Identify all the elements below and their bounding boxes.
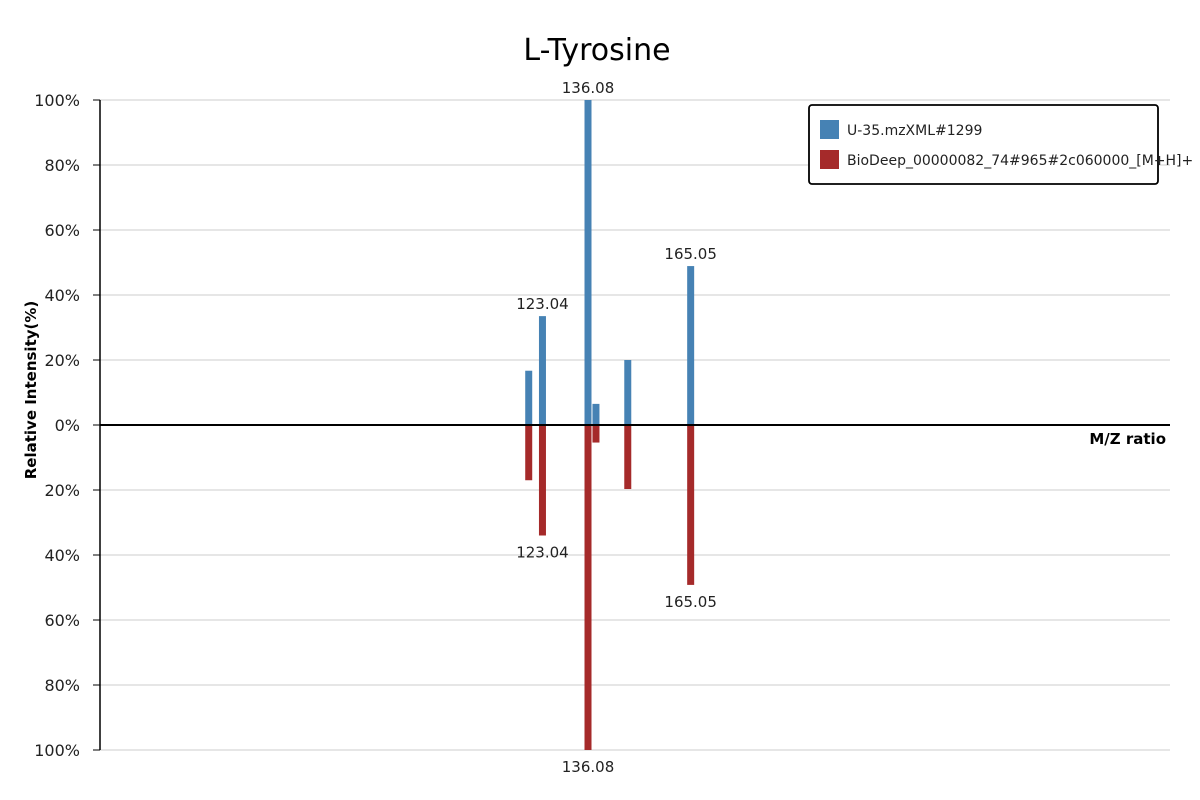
- query-peak-bar: [525, 370, 533, 425]
- query-peak-bar: [624, 360, 632, 425]
- reference-peak-bar: [584, 425, 592, 750]
- query-peak-label: 123.04: [516, 295, 569, 313]
- query-peak-bar: [592, 403, 600, 425]
- query-peak-bar: [687, 266, 695, 425]
- spectrum-bars: [525, 100, 695, 750]
- legend-entry-reference: BioDeep_00000082_74#965#2c060000_[M+H]+: [847, 153, 1193, 169]
- reference-peak-bar: [592, 425, 600, 443]
- y-axis-label: Relative Intensity(%): [22, 301, 40, 480]
- grid-lines: [100, 99, 1170, 751]
- query-peak-label: 136.08: [562, 79, 615, 97]
- y-tick-label: 0%: [55, 416, 80, 435]
- legend-box: [808, 104, 1159, 185]
- reference-peak-bar: [687, 425, 695, 585]
- y-tick-label: 60%: [44, 611, 80, 630]
- y-axis-ticks: 100% 80% 60% 40% 20% 0% 20% 40% 60% 80% 100%: [34, 91, 100, 760]
- legend-swatch-query: [820, 120, 839, 139]
- y-tick-label: 40%: [44, 546, 80, 565]
- reference-peak-bar: [525, 425, 533, 481]
- query-peak-bar: [584, 100, 592, 425]
- query-peak-label: 165.05: [664, 245, 717, 263]
- y-tick-label: 20%: [44, 481, 80, 500]
- peak-labels: 123.04 136.08 165.05 123.04 136.08 165.05: [516, 79, 717, 776]
- y-tick-label: 40%: [44, 286, 80, 305]
- y-tick-label: 100%: [34, 741, 80, 760]
- legend-entry-query: U-35.mzXML#1299: [847, 123, 982, 139]
- chart-title: L-Tyrosine: [523, 33, 670, 68]
- y-tick-label: 60%: [44, 221, 80, 240]
- query-peak-bar: [538, 316, 546, 425]
- legend: U-35.mzXML#1299 BioDeep_00000082_74#965#…: [808, 104, 1193, 185]
- reference-peak-label: 136.08: [562, 758, 615, 776]
- y-tick-label: 20%: [44, 351, 80, 370]
- legend-swatch-reference: [820, 150, 839, 169]
- reference-peak-label: 123.04: [516, 544, 569, 562]
- y-tick-label: 100%: [34, 91, 80, 110]
- y-tick-label: 80%: [44, 676, 80, 695]
- reference-peak-label: 165.05: [664, 593, 717, 611]
- x-axis-label: M/Z ratio: [1089, 430, 1166, 448]
- y-tick-label: 80%: [44, 156, 80, 175]
- reference-peak-bar: [538, 425, 546, 536]
- reference-peak-bar: [624, 425, 632, 490]
